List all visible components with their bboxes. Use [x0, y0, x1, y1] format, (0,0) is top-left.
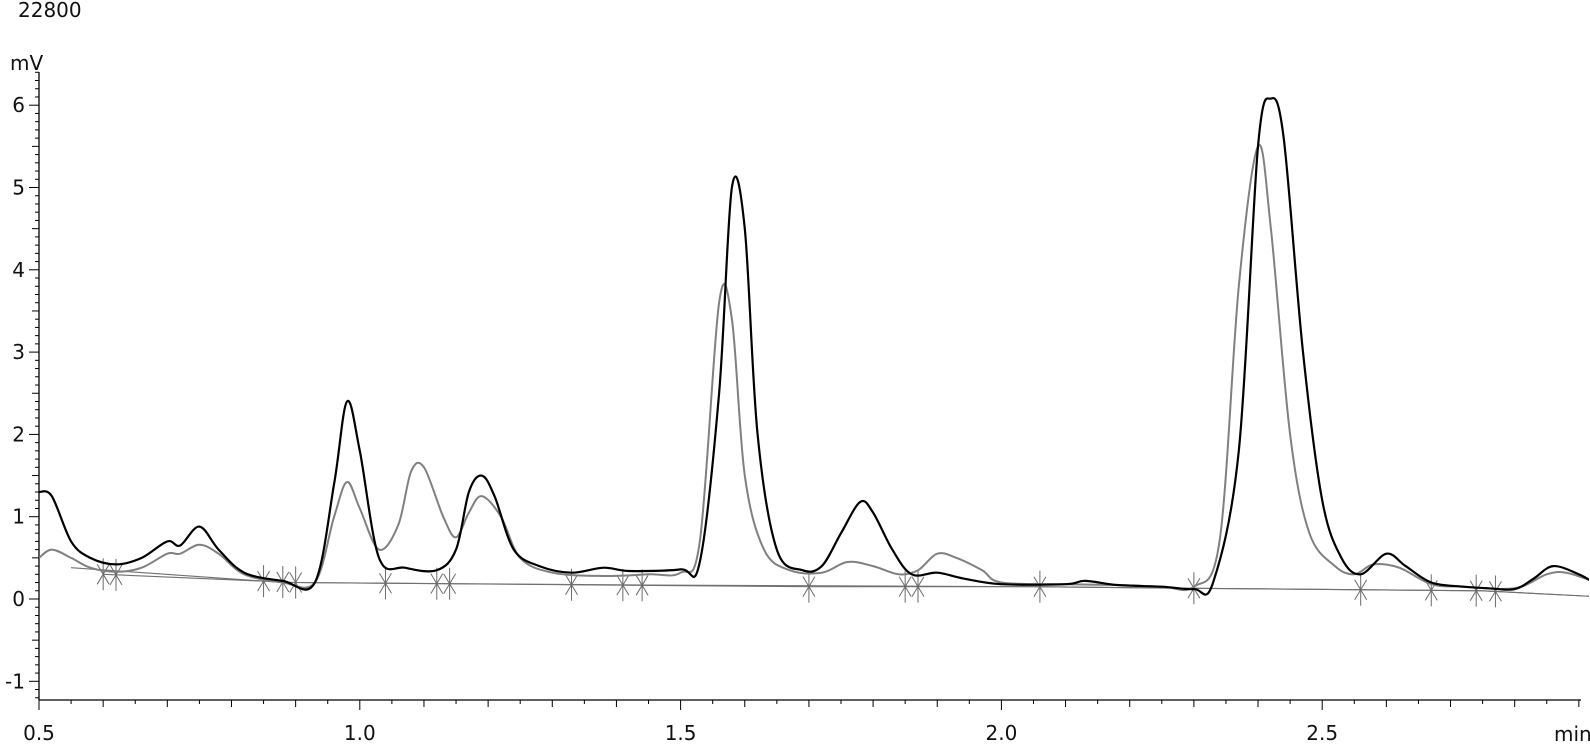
peak-marker [1354, 573, 1368, 606]
y-tick-label: 1 [12, 505, 25, 529]
peak-marker [430, 567, 444, 600]
y-axis-unit-label: mV [10, 51, 43, 75]
peak-marker [379, 567, 392, 600]
y-tick-label: -1 [5, 669, 25, 693]
peak-marker [1489, 575, 1502, 608]
x-tick-label: 2.0 [985, 721, 1017, 745]
peak-marker [96, 558, 110, 591]
integration-baselines [71, 567, 1589, 597]
peak-marker [616, 569, 630, 602]
x-tick-label: 2.5 [1306, 721, 1338, 745]
y-tick-label: 0 [12, 587, 25, 611]
peak-marker [802, 570, 816, 603]
peak-marker [1469, 574, 1483, 607]
series-line-1 [39, 97, 1589, 596]
x-axis-unit-label: min [1554, 722, 1590, 746]
y-tick-label: 5 [12, 176, 25, 200]
y-tick-label: 3 [12, 340, 25, 364]
y-tick-label: 2 [12, 422, 25, 446]
peak-marker [898, 570, 912, 603]
header-label: 22800 [18, 0, 82, 22]
series-lines [39, 97, 1589, 596]
x-tick-label: 1.5 [665, 721, 697, 745]
y-tick-label: 4 [12, 258, 25, 282]
baseline-2 [71, 567, 1589, 597]
series-line-2 [39, 144, 1589, 592]
y-tick-label: 6 [12, 93, 25, 117]
x-tick-label: 1.0 [344, 721, 376, 745]
x-tick-label: 0.5 [23, 721, 55, 745]
peak-marker [911, 570, 925, 603]
peak-marker [443, 567, 457, 600]
